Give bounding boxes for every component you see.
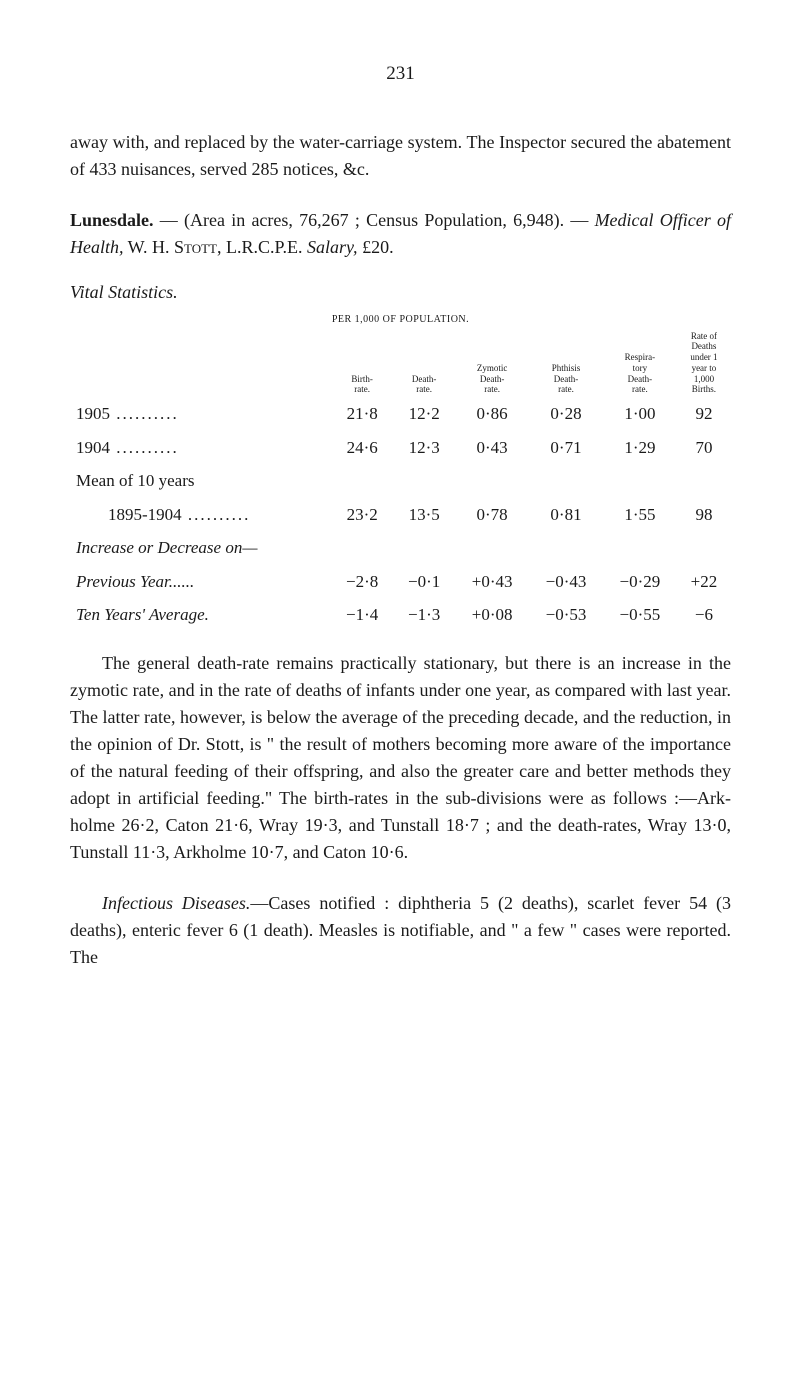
col-zymotic: ZymoticDeath-rate. (455, 329, 529, 398)
col-death: Death-rate. (393, 329, 455, 398)
cell: 1·29 (603, 431, 677, 465)
cell: −6 (677, 598, 731, 632)
cell: −0·43 (529, 565, 603, 599)
cell: 21·8 (331, 397, 393, 431)
infectious-paragraph: Infectious Diseases.—Cases notified : di… (70, 890, 731, 971)
cell: −0·1 (393, 565, 455, 599)
incdec-label: Increase or Decrease on— (70, 531, 731, 565)
cell: +22 (677, 565, 731, 599)
lunesdale-entry: Lunesdale. — (Area in acres, 76,267 ; Ce… (70, 207, 731, 261)
table-row: Ten Years' Average. −1·4 −1·3 +0·08 −0·5… (70, 598, 731, 632)
cell: 70 (677, 431, 731, 465)
row-label: Previous Year...... (70, 565, 331, 599)
cell: −0·53 (529, 598, 603, 632)
cell: +0·08 (455, 598, 529, 632)
cell: −1·4 (331, 598, 393, 632)
cell: 1·00 (603, 397, 677, 431)
intro-paragraph: away with, and replaced by the water-car… (70, 129, 731, 183)
cell: 12·2 (393, 397, 455, 431)
mean-label: Mean of 10 years (70, 464, 731, 498)
row-label: 1904 (70, 431, 331, 465)
cell: 0·81 (529, 498, 603, 532)
page-number: 231 (70, 60, 731, 89)
vital-statistics-title: Vital Statistics. (70, 279, 731, 306)
table-row: 1904 24·6 12·3 0·43 0·71 1·29 70 (70, 431, 731, 465)
cell: +0·43 (455, 565, 529, 599)
row-label: 1905 (70, 397, 331, 431)
lunesdale-salary-label: Salary, (307, 237, 358, 257)
cell: −1·3 (393, 598, 455, 632)
row-label: 1895-1904 (70, 498, 331, 532)
cell: 12·3 (393, 431, 455, 465)
cell: 1·55 (603, 498, 677, 532)
cell: 0·43 (455, 431, 529, 465)
lunesdale-mo-surname: Stott, (174, 237, 222, 257)
cell: 23·2 (331, 498, 393, 532)
lunesdale-title: Lunesdale. (70, 210, 154, 230)
table-row: 1905 21·8 12·2 0·86 0·28 1·00 92 (70, 397, 731, 431)
lunesdale-mo-name: W. H. (124, 237, 175, 257)
table-row-mean-label: Mean of 10 years (70, 464, 731, 498)
cell: 0·86 (455, 397, 529, 431)
table-row: Previous Year...... −2·8 −0·1 +0·43 −0·4… (70, 565, 731, 599)
cell: 0·28 (529, 397, 603, 431)
table-header-row: Birth-rate. Death-rate. ZymoticDeath-rat… (70, 329, 731, 398)
col-blank (70, 329, 331, 398)
stats-table: Birth-rate. Death-rate. ZymoticDeath-rat… (70, 329, 731, 632)
table-caption: Per 1,000 of Population. (70, 312, 731, 327)
cell: 13·5 (393, 498, 455, 532)
cell: 92 (677, 397, 731, 431)
body-paragraph: The general death-rate remains practical… (70, 650, 731, 866)
infectious-title: Infectious Diseases. (102, 893, 250, 913)
row-label: Ten Years' Average. (70, 598, 331, 632)
cell: 0·71 (529, 431, 603, 465)
cell: 24·6 (331, 431, 393, 465)
col-phthisis: PhthisisDeath-rate. (529, 329, 603, 398)
lunesdale-line: — (Area in acres, 76,267 ; Census Popula… (154, 210, 595, 230)
table-row: 1895-1904 23·2 13·5 0·78 0·81 1·55 98 (70, 498, 731, 532)
lunesdale-salary-value: £20. (358, 237, 394, 257)
table-row-incdec-label: Increase or Decrease on— (70, 531, 731, 565)
col-rateof: Rate ofDeathsunder 1year to1,000Births. (677, 329, 731, 398)
col-respira: Respira-toryDeath-rate. (603, 329, 677, 398)
cell: 0·78 (455, 498, 529, 532)
cell: 98 (677, 498, 731, 532)
cell: −0·29 (603, 565, 677, 599)
lunesdale-qual: L.R.C.P.E. (222, 237, 308, 257)
cell: −2·8 (331, 565, 393, 599)
col-birth: Birth-rate. (331, 329, 393, 398)
cell: −0·55 (603, 598, 677, 632)
